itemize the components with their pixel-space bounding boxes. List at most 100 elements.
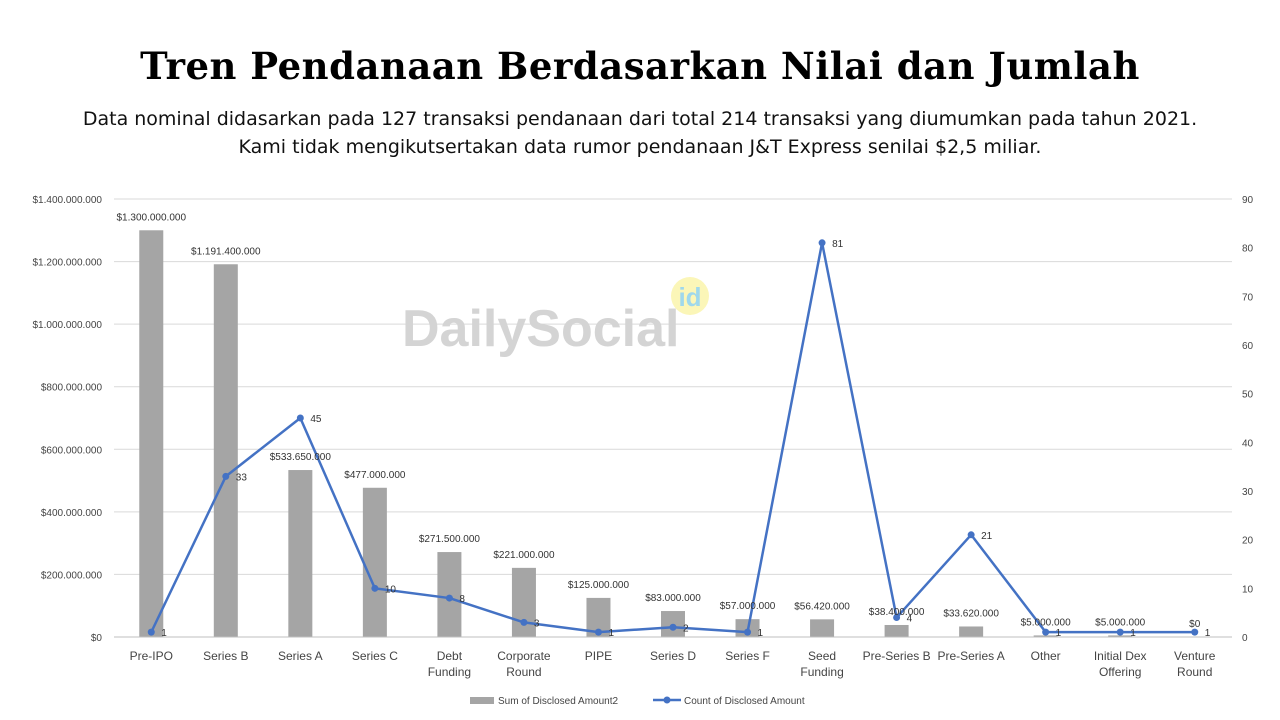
legend-swatch-marker [663,696,671,704]
y-right-tick-label: 20 [1242,536,1254,547]
bar-value-label: $221.000.000 [493,550,555,561]
chart-subtitle-line-1: Data nominal didasarkan pada 127 transak… [82,108,1198,130]
line-point [520,618,528,626]
bar-value-label: $56.420.000 [794,601,850,612]
bar [1033,635,1058,637]
axes: $0 $200.000.000 $400.000.000 $600.000.000 $8… [32,195,1253,679]
bar-value-label: $33.620.000 [943,608,999,619]
line-value-label: 1 [161,628,167,639]
line-point [222,472,230,480]
line-value-label: 1 [1205,628,1211,639]
line-point [818,239,826,247]
watermark-badge-text: id [678,282,701,312]
x-tick-label: Pre-IPO [130,649,173,663]
data-labels: $1.300.000.000 $1.191.400.000 $533.650.000… [117,212,1211,639]
bar [362,487,387,637]
bar [511,567,536,637]
y-left-tick-label: $200.000.000 [41,570,103,581]
y-right-tick-label: 80 [1242,244,1254,255]
bar-value-label: $83.000.000 [645,593,701,604]
watermark: DailySocial id [402,277,709,358]
x-tick-label: PIPE [585,649,612,663]
line-value-label: 1 [1130,628,1136,639]
line-value-label: 21 [981,531,993,542]
x-tick-label: Seed Funding [800,649,843,679]
legend: Sum of Disclosed Amount2 Count of Disclos… [470,696,805,707]
x-tick-label: Venture Round [1174,649,1216,679]
bar-value-label: $57.000.000 [720,601,776,612]
line-value-label: 8 [459,594,465,605]
line-value-label: 10 [385,584,397,595]
y-left-tick-label: $800.000.000 [41,383,103,394]
line-point [967,531,975,539]
bar [437,552,462,637]
x-tick-label: Series B [203,649,248,663]
x-tick-label: Debt Funding [428,649,471,679]
watermark-text: DailySocial [402,300,679,358]
line-point [893,614,901,622]
line-point [594,628,602,636]
line-point [371,584,379,592]
bar [959,626,984,637]
bar-value-label: $5.000.000 [1021,617,1071,628]
y-right-tick-label: 10 [1242,584,1254,595]
y-right-tick-label: 90 [1242,195,1254,206]
y-right-tick-label: 30 [1242,487,1254,498]
line-point [1116,628,1124,636]
line-point [1191,628,1199,636]
x-tick-label: Pre-Series B [863,649,931,663]
x-tick-label: Series F [725,649,770,663]
y-right-tick-label: 60 [1242,341,1254,352]
legend-swatch-bar [470,697,494,704]
x-tick-label: Series D [650,649,696,663]
y-right-tick-label: 0 [1242,633,1248,644]
y-left-tick-label: $1.000.000.000 [32,320,102,331]
legend-label: Count of Disclosed Amount [684,696,805,707]
watermark-badge-icon [671,277,709,315]
y-left-tick-label: $1.200.000.000 [32,258,102,269]
bar-value-label: $533.650.000 [270,452,332,463]
x-tick-label: Series C [352,649,398,663]
chart-subtitle-line-2: Kami tidak mengikutsertakan data rumor p… [238,136,1042,158]
x-tick-label: Pre-Series A [937,649,1004,663]
line-point [147,628,155,636]
line-value-label: 2 [683,623,689,634]
line-value-label: 33 [236,472,248,483]
bar-value-label: $1.191.400.000 [191,246,261,257]
legend-label: Sum of Disclosed Amount2 [498,696,618,707]
gridlines [114,198,1232,638]
y-left-tick-label: $400.000.000 [41,508,103,519]
bar-value-label: $1.300.000.000 [117,212,187,223]
bar [810,619,835,637]
x-tick-label: Corporate Round [497,649,551,679]
bar-series [139,230,1133,638]
bar [884,624,909,637]
bar [213,264,238,637]
line-value-label: 3 [534,618,540,629]
x-tick-label: Other [1031,649,1061,663]
line-point [669,623,677,631]
line-value-label: 45 [310,414,322,425]
line-value-label: 1 [1056,628,1062,639]
bar-value-label: $5.000.000 [1095,617,1145,628]
bar-value-label: $0 [1189,619,1201,630]
bar [1108,635,1133,637]
line-series [147,239,1199,636]
y-left-tick-label: $1.400.000.000 [32,195,102,206]
y-right-tick-label: 50 [1242,390,1254,401]
bar-value-label: $38.400.000 [869,607,925,618]
line-point [445,594,453,602]
line-point [296,414,304,422]
line-value-label: 1 [608,628,614,639]
bar-value-label: $271.500.000 [419,534,481,545]
bar-value-label: $477.000.000 [344,470,406,481]
bar-value-label: $125.000.000 [568,580,630,591]
line-point [1042,628,1050,636]
y-right-tick-label: 40 [1242,438,1254,449]
line-value-label: 1 [758,628,764,639]
bar [288,470,313,637]
line-value-label: 4 [907,614,913,625]
bar [139,230,164,638]
chart-title: Tren Pendanaan Berdasarkan Nilai dan Jum… [140,44,1140,88]
